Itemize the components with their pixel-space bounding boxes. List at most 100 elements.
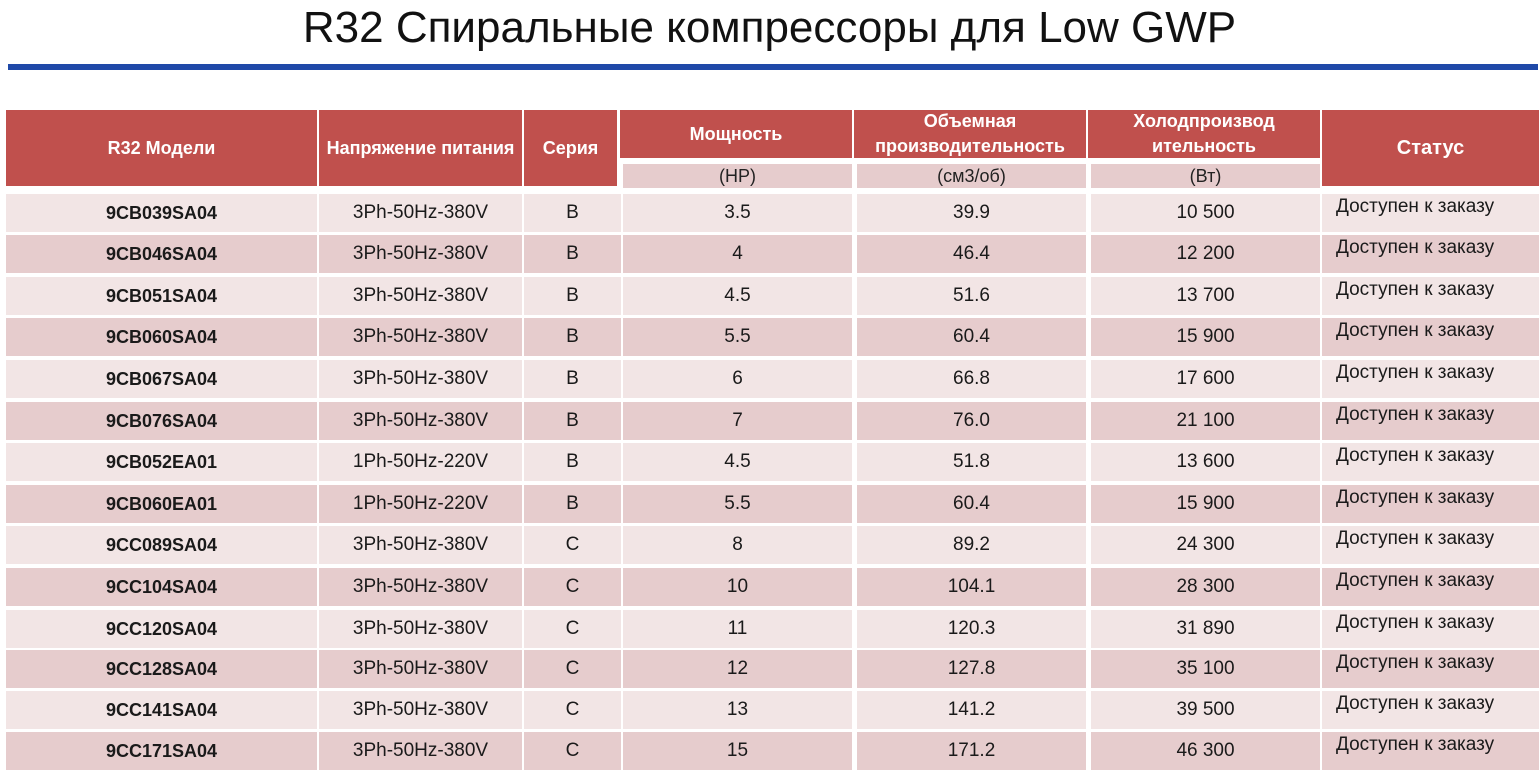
cell-displacement: 76.0 (857, 402, 1086, 440)
cell-power: 4 (623, 235, 852, 273)
cell-model: 9CC089SA04 (6, 526, 317, 564)
cell-model: 9CB052EA01 (6, 443, 317, 481)
cell-model: 9CC171SA04 (6, 732, 317, 770)
cell-series: B (524, 235, 621, 273)
cell-status: Доступен к заказу (1322, 485, 1539, 523)
cell-voltage: 1Ph-50Hz-220V (319, 485, 522, 523)
cell-voltage: 3Ph-50Hz-380V (319, 526, 522, 564)
cell-displacement: 89.2 (857, 526, 1086, 564)
cell-series: C (524, 732, 621, 770)
cell-model: 9CC120SA04 (6, 610, 317, 648)
compressor-table: R32 Модели Напряжение питания Серия Мощн… (6, 110, 1539, 773)
header-voltage: Напряжение питания (319, 110, 522, 186)
cell-displacement: 104.1 (857, 568, 1086, 606)
cell-capacity: 31 890 (1091, 610, 1320, 648)
cell-series: B (524, 402, 621, 440)
cell-status: Доступен к заказу (1322, 526, 1539, 564)
header-status: Статус (1322, 110, 1539, 186)
cell-model: 9CB067SA04 (6, 360, 317, 398)
cell-capacity: 46 300 (1091, 732, 1320, 770)
cell-voltage: 3Ph-50Hz-380V (319, 235, 522, 273)
cell-power: 5.5 (623, 485, 852, 523)
header-displacement: Объемная производительность (854, 110, 1086, 158)
cell-capacity: 10 500 (1091, 194, 1320, 232)
header-model: R32 Модели (6, 110, 317, 186)
cell-power: 10 (623, 568, 852, 606)
header-capacity: Холодпроизвод ительность (1088, 110, 1320, 158)
cell-power: 15 (623, 732, 852, 770)
cell-series: C (524, 526, 621, 564)
cell-series: C (524, 650, 621, 688)
cell-series: B (524, 318, 621, 356)
cell-capacity: 15 900 (1091, 485, 1320, 523)
cell-power: 12 (623, 650, 852, 688)
cell-status: Доступен к заказу (1322, 732, 1539, 770)
cell-power: 5.5 (623, 318, 852, 356)
cell-voltage: 3Ph-50Hz-380V (319, 610, 522, 648)
cell-capacity: 15 900 (1091, 318, 1320, 356)
cell-status: Доступен к заказу (1322, 194, 1539, 232)
cell-series: B (524, 194, 621, 232)
unit-power: (HP) (623, 164, 852, 188)
title-divider (8, 64, 1538, 70)
cell-voltage: 3Ph-50Hz-380V (319, 360, 522, 398)
cell-capacity: 13 700 (1091, 277, 1320, 315)
header-power: Мощность (620, 110, 852, 158)
unit-capacity: (Вт) (1091, 164, 1320, 188)
cell-voltage: 3Ph-50Hz-380V (319, 650, 522, 688)
cell-series: B (524, 443, 621, 481)
cell-power: 6 (623, 360, 852, 398)
cell-model: 9CB060EA01 (6, 485, 317, 523)
cell-capacity: 28 300 (1091, 568, 1320, 606)
cell-power: 4.5 (623, 443, 852, 481)
cell-series: C (524, 610, 621, 648)
header-series: Серия (524, 110, 617, 186)
cell-status: Доступен к заказу (1322, 360, 1539, 398)
cell-status: Доступен к заказу (1322, 318, 1539, 356)
cell-model: 9CB046SA04 (6, 235, 317, 273)
cell-displacement: 171.2 (857, 732, 1086, 770)
cell-power: 7 (623, 402, 852, 440)
cell-capacity: 21 100 (1091, 402, 1320, 440)
cell-displacement: 51.6 (857, 277, 1086, 315)
cell-voltage: 3Ph-50Hz-380V (319, 732, 522, 770)
cell-series: B (524, 360, 621, 398)
cell-model: 9CB039SA04 (6, 194, 317, 232)
cell-status: Доступен к заказу (1322, 610, 1539, 648)
cell-voltage: 1Ph-50Hz-220V (319, 443, 522, 481)
cell-displacement: 60.4 (857, 485, 1086, 523)
cell-model: 9CB051SA04 (6, 277, 317, 315)
cell-series: B (524, 277, 621, 315)
cell-status: Доступен к заказу (1322, 650, 1539, 688)
cell-capacity: 12 200 (1091, 235, 1320, 273)
cell-power: 4.5 (623, 277, 852, 315)
cell-status: Доступен к заказу (1322, 568, 1539, 606)
cell-series: C (524, 691, 621, 729)
cell-power: 8 (623, 526, 852, 564)
cell-status: Доступен к заказу (1322, 402, 1539, 440)
cell-model: 9CC128SA04 (6, 650, 317, 688)
cell-capacity: 13 600 (1091, 443, 1320, 481)
cell-voltage: 3Ph-50Hz-380V (319, 402, 522, 440)
cell-power: 13 (623, 691, 852, 729)
cell-capacity: 39 500 (1091, 691, 1320, 729)
cell-voltage: 3Ph-50Hz-380V (319, 318, 522, 356)
cell-power: 3.5 (623, 194, 852, 232)
cell-series: B (524, 485, 621, 523)
cell-series: C (524, 568, 621, 606)
cell-displacement: 60.4 (857, 318, 1086, 356)
cell-status: Доступен к заказу (1322, 443, 1539, 481)
cell-displacement: 46.4 (857, 235, 1086, 273)
unit-displacement: (см3/об) (857, 164, 1086, 188)
cell-status: Доступен к заказу (1322, 691, 1539, 729)
cell-voltage: 3Ph-50Hz-380V (319, 194, 522, 232)
page-title: R32 Спиральные компрессоры для Low GWP (302, 3, 1237, 52)
cell-displacement: 120.3 (857, 610, 1086, 648)
cell-displacement: 39.9 (857, 194, 1086, 232)
cell-voltage: 3Ph-50Hz-380V (319, 277, 522, 315)
cell-capacity: 24 300 (1091, 526, 1320, 564)
cell-model: 9CC141SA04 (6, 691, 317, 729)
cell-voltage: 3Ph-50Hz-380V (319, 568, 522, 606)
cell-displacement: 66.8 (857, 360, 1086, 398)
